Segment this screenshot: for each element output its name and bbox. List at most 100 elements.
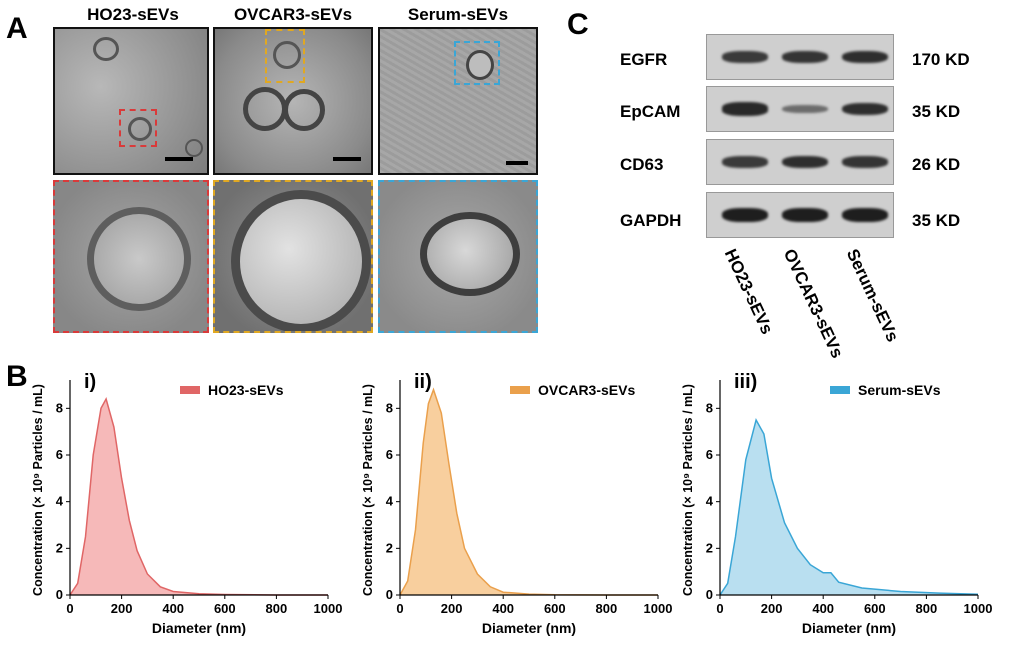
wb-band [842, 208, 888, 222]
y-tick-label: 2 [56, 540, 63, 555]
zoom-region-marker [119, 109, 157, 147]
wb-lane-label-ovcar3: OVCAR3-sEVs [779, 246, 847, 362]
tem-image-ho23 [53, 27, 209, 175]
x-tick-label: 400 [492, 601, 514, 616]
x-tick-label: 400 [812, 601, 834, 616]
x-axis-label: Diameter (nm) [802, 620, 896, 636]
wb-size-cd63: 26 KD [912, 155, 961, 174]
panel-sub-label: iii) [734, 371, 757, 393]
x-tick-label: 600 [214, 601, 236, 616]
area-fill [400, 389, 658, 595]
wb-band [722, 102, 768, 116]
x-tick-label: 600 [544, 601, 566, 616]
panel-sub-label: ii) [414, 371, 432, 393]
wb-lane-label-serum: Serum-sEVs [842, 246, 903, 345]
x-tick-label: 600 [864, 601, 886, 616]
y-tick-label: 0 [386, 587, 393, 602]
legend-label: Serum-sEVs [858, 382, 941, 398]
vesicle [283, 89, 325, 131]
x-tick-label: 200 [441, 601, 463, 616]
tem-image-ovcar3 [213, 27, 373, 175]
y-tick-label: 0 [706, 587, 713, 602]
vesicle-zoomed [420, 212, 520, 296]
wb-lane-label-ho23: HO23-sEVs [720, 246, 777, 338]
series-line [69, 397, 328, 596]
area-fill [70, 399, 328, 595]
x-tick-label: 400 [162, 601, 184, 616]
legend-label: HO23-sEVs [208, 382, 284, 398]
x-tick-label: 1000 [644, 601, 673, 616]
nta-chart-serum: 0 200 400 600 800 1000 0 2 4 6 8 Diameter (nm) Conce… [681, 371, 993, 636]
y-tick-label: 4 [56, 494, 64, 509]
wb-band [842, 102, 888, 116]
wb-protein-gapdh: GAPDH [620, 211, 682, 230]
wb-size-epcam: 35 KD [912, 102, 961, 121]
vesicle [243, 87, 287, 131]
wb-band [722, 156, 768, 168]
y-tick-label: 0 [56, 587, 63, 602]
y-axis-label: Concentration (× 10⁹ Particles / mL) [361, 384, 375, 596]
scale-bar [333, 157, 361, 161]
tem-image-serum [378, 27, 538, 175]
panel-label-a: A [6, 12, 28, 45]
tem-zoom-ho23 [53, 180, 209, 333]
y-tick-label: 6 [706, 447, 713, 462]
y-tick-label: 4 [386, 494, 394, 509]
x-tick-label: 0 [396, 601, 403, 616]
y-tick-label: 6 [56, 447, 63, 462]
vesicle [273, 41, 301, 69]
wb-band [782, 208, 828, 222]
y-tick-label: 6 [386, 447, 393, 462]
series-line [719, 417, 979, 596]
wb-size-egfr: 170 KD [912, 50, 970, 69]
zoom-region-marker [265, 29, 305, 83]
y-tick-label: 8 [56, 400, 63, 415]
vesicle-zoomed [231, 190, 371, 331]
vesicle-small [93, 37, 119, 61]
area-fill [720, 420, 978, 595]
y-tick-label: 2 [706, 540, 713, 555]
wb-protein-cd63: CD63 [620, 155, 664, 174]
x-tick-label: 200 [761, 601, 783, 616]
legend-label: OVCAR3-sEVs [538, 382, 635, 398]
vesicle-zoomed [87, 207, 191, 311]
x-axis-label: Diameter (nm) [152, 620, 246, 636]
zoom-region-marker [454, 41, 500, 85]
vesicle [466, 50, 494, 80]
x-tick-label: 1000 [964, 601, 993, 616]
wb-band [842, 155, 888, 169]
y-tick-label: 2 [386, 540, 393, 555]
y-tick-label: 8 [386, 400, 393, 415]
x-tick-label: 800 [916, 601, 938, 616]
x-tick-label: 1000 [314, 601, 343, 616]
y-tick-label: 8 [706, 400, 713, 415]
x-tick-label: 800 [596, 601, 618, 616]
wb-size-gapdh: 35 KD [912, 211, 961, 230]
panel-label-c: C [567, 8, 589, 41]
y-axis-label: Concentration (× 10⁹ Particles / mL) [31, 384, 45, 596]
wb-band [782, 155, 828, 169]
wb-band [722, 208, 768, 222]
x-tick-label: 0 [66, 601, 73, 616]
wb-band [782, 104, 828, 114]
scale-bar [165, 157, 193, 161]
x-tick-label: 800 [266, 601, 288, 616]
tem-title-ho23: HO23-sEVs [87, 5, 179, 24]
tem-title-serum: Serum-sEVs [407, 5, 509, 24]
tem-zoom-ovcar3 [213, 180, 373, 333]
tem-zoom-serum [378, 180, 538, 333]
y-tick-label: 4 [706, 494, 714, 509]
wb-band [842, 50, 888, 64]
y-axis-label: Concentration (× 10⁹ Particles / mL) [681, 384, 695, 596]
scale-bar [506, 161, 528, 165]
tem-title-ovcar3: OVCAR3-sEVs [233, 5, 353, 24]
x-tick-label: 0 [716, 601, 723, 616]
wb-protein-egfr: EGFR [620, 50, 668, 69]
series-line [399, 387, 658, 596]
x-axis-label: Diameter (nm) [482, 620, 576, 636]
nta-chart-ovcar3: 0 200 400 600 800 1000 0 2 4 6 8 Diameter (nm) Conce… [361, 371, 673, 636]
wb-protein-epcam: EpCAM [620, 102, 681, 121]
x-tick-label: 200 [111, 601, 133, 616]
wb-band [722, 51, 768, 63]
nta-chart-ho23: 0 200 400 600 800 1000 0 2 4 6 8 Diameter (nm) Conce… [31, 371, 343, 636]
